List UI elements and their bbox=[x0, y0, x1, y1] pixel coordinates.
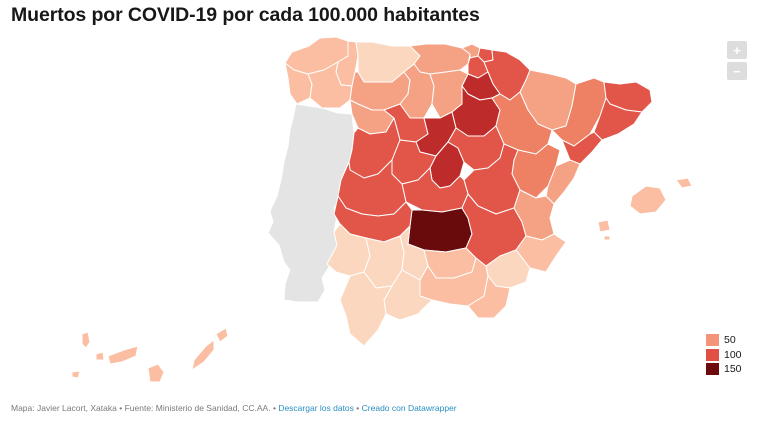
datawrapper-link[interactable]: Creado con Datawrapper bbox=[361, 403, 457, 413]
region-fuerteventura[interactable] bbox=[191, 339, 215, 371]
legend-swatch bbox=[706, 363, 719, 375]
legend-label: 50 bbox=[724, 334, 736, 346]
footer-separator: • bbox=[356, 403, 360, 413]
legend-label: 100 bbox=[724, 348, 742, 361]
region-cantabria[interactable] bbox=[409, 43, 471, 75]
footer-source: Fuente: Ministerio de Sanidad, CC.AA. bbox=[124, 403, 271, 413]
map-svg bbox=[71, 36, 693, 383]
region-formentera[interactable] bbox=[603, 235, 611, 241]
zoom-in-button[interactable]: + bbox=[727, 41, 747, 59]
region-la-gomera[interactable] bbox=[95, 351, 105, 361]
region-lanzarote[interactable] bbox=[215, 327, 229, 343]
region-ciudad-real[interactable] bbox=[407, 207, 473, 253]
choropleth-map[interactable] bbox=[0, 28, 758, 400]
legend-swatch bbox=[706, 348, 719, 361]
region-barcelona[interactable] bbox=[593, 97, 643, 141]
region-gran-canaria[interactable] bbox=[147, 363, 165, 383]
footer: Mapa: Javier Lacort, Xataka • Fuente: Mi… bbox=[11, 403, 457, 413]
zoom-out-button[interactable]: − bbox=[727, 62, 747, 80]
download-data-link[interactable]: Descargar los datos bbox=[278, 403, 354, 413]
region-tarragona[interactable] bbox=[561, 131, 603, 165]
region-menorca[interactable] bbox=[675, 177, 693, 189]
region-la-palma[interactable] bbox=[81, 331, 91, 349]
region-cadiz[interactable] bbox=[339, 271, 393, 347]
region-ibiza[interactable] bbox=[597, 219, 611, 233]
region-tenerife[interactable] bbox=[107, 345, 139, 365]
footer-credit: Mapa: Javier Lacort, Xataka bbox=[11, 403, 117, 413]
legend: 50 100 150 bbox=[706, 333, 742, 377]
zoom-controls: + − bbox=[727, 41, 747, 83]
region-mallorca[interactable] bbox=[629, 185, 667, 215]
region-el-hierro[interactable] bbox=[71, 370, 81, 379]
legend-item: 100 bbox=[706, 348, 742, 362]
region-almeria[interactable] bbox=[467, 275, 511, 319]
footer-separator: • bbox=[272, 403, 276, 413]
legend-item: 150 bbox=[706, 362, 742, 376]
legend-item: 50 bbox=[706, 333, 742, 347]
legend-swatch bbox=[706, 334, 719, 346]
chart-title: Muertos por COVID-19 por cada 100.000 ha… bbox=[11, 4, 480, 26]
region-palencia[interactable] bbox=[399, 63, 435, 119]
legend-label: 150 bbox=[724, 363, 742, 375]
footer-separator: • bbox=[119, 403, 123, 413]
